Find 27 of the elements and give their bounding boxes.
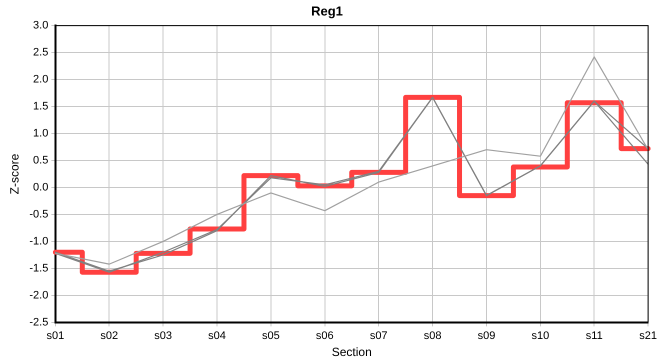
y-axis-title: Z-score bbox=[8, 153, 22, 194]
x-tick-label: s04 bbox=[208, 330, 226, 342]
y-tick-label: 1.0 bbox=[33, 128, 48, 140]
y-tick-label: -1.5 bbox=[29, 262, 48, 274]
x-tick-label: s05 bbox=[262, 330, 280, 342]
y-tick-label: -2.0 bbox=[29, 289, 48, 302]
x-tick-label: s10 bbox=[531, 330, 550, 342]
x-tick-label: s07 bbox=[370, 330, 388, 342]
x-tick-label: s03 bbox=[154, 330, 172, 342]
x-tick-label: s06 bbox=[316, 330, 334, 342]
x-tick-label: s11 bbox=[586, 330, 603, 342]
x-tick-label: s21 bbox=[639, 330, 658, 342]
chart-title: Reg1 bbox=[311, 3, 343, 18]
y-tick-label: -2.5 bbox=[29, 316, 48, 328]
x-tick-label: s01 bbox=[46, 330, 64, 342]
x-tick-label: s02 bbox=[100, 330, 118, 342]
y-tick-label: 2.0 bbox=[33, 74, 48, 86]
y-tick-label: 2.5 bbox=[33, 46, 48, 59]
x-axis-title: Section bbox=[332, 345, 372, 360]
x-tick-label: s09 bbox=[478, 330, 496, 342]
x-tick-label: s08 bbox=[424, 330, 442, 342]
y-tick-label: -0.5 bbox=[29, 208, 48, 221]
y-tick-label: 0.5 bbox=[33, 154, 48, 167]
y-tick-label: 1.5 bbox=[33, 100, 48, 113]
y-tick-label: 3.0 bbox=[33, 20, 48, 32]
y-tick-label: -1.0 bbox=[29, 235, 48, 248]
y-tick-label: 0.0 bbox=[33, 182, 48, 194]
